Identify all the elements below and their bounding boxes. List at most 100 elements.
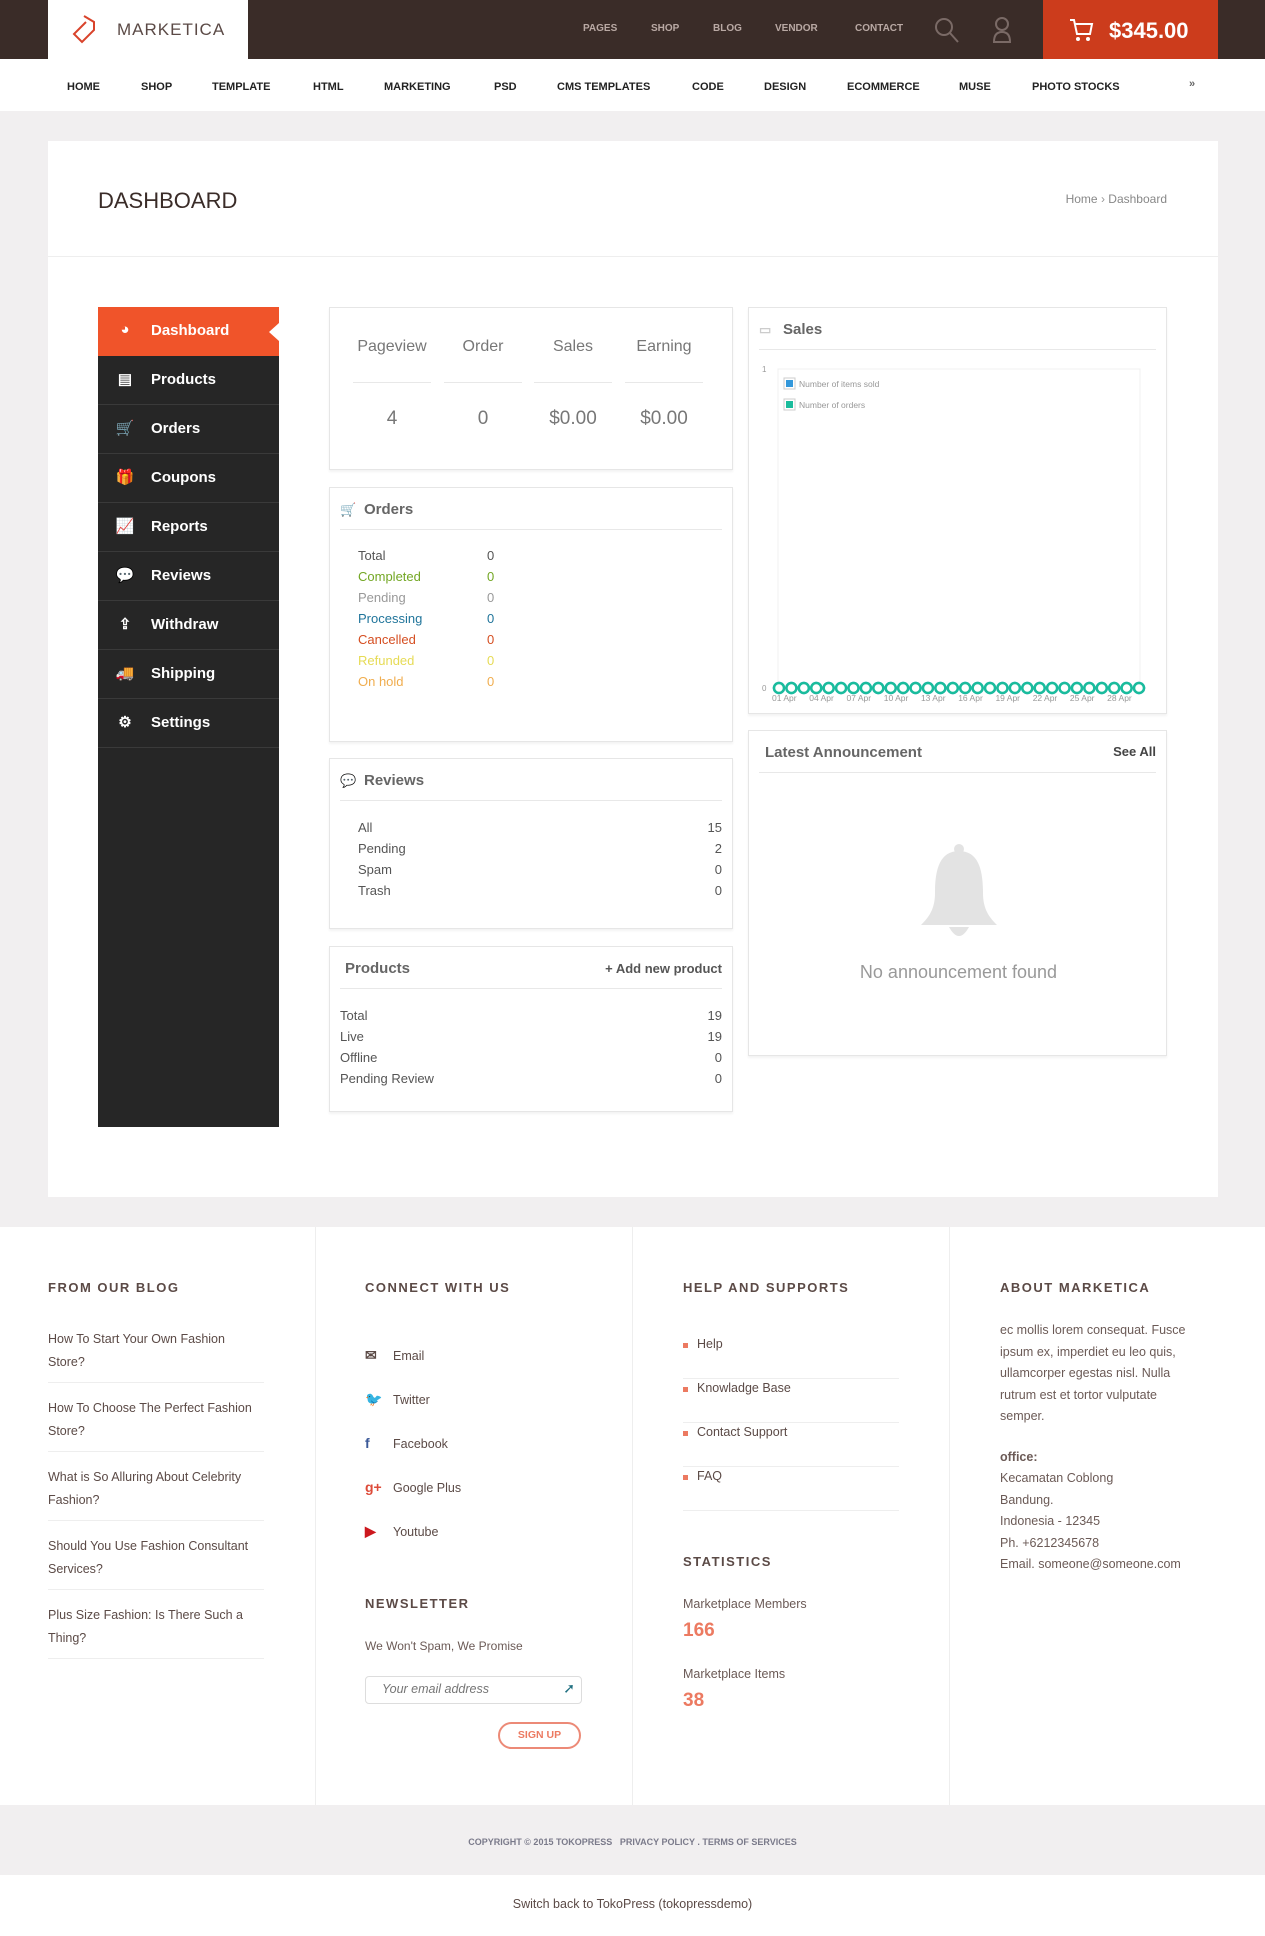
product-filter-total[interactable]: Total — [340, 1008, 368, 1023]
nav-ecommerce[interactable]: ECOMMERCE — [847, 81, 920, 93]
order-status-processing[interactable]: Processing — [358, 611, 423, 626]
order-status-completed[interactable]: Completed — [358, 569, 421, 584]
nav-shop[interactable]: SHOP — [141, 81, 173, 93]
review-filter-spam[interactable]: Spam — [358, 862, 392, 877]
stat-members-value: 166 — [683, 1620, 715, 1641]
sign-up-button[interactable]: SIGN UP — [498, 1722, 581, 1749]
stat-label: Earning — [636, 338, 692, 355]
sidebar-item-reviews[interactable]: 💬 Reviews — [98, 552, 279, 601]
data-point — [785, 681, 798, 695]
sidebar-item-coupons[interactable]: 🎁 Coupons — [98, 454, 279, 503]
sidebar-item-withdraw[interactable]: ⇪ Withdraw — [98, 601, 279, 650]
blog-post-link[interactable]: How To Choose The Perfect Fashion Store? — [48, 1397, 264, 1452]
data-point — [934, 681, 947, 695]
blog-post-link[interactable]: Should You Use Fashion Consultant Servic… — [48, 1535, 264, 1590]
sidebar-item-products[interactable]: ▤ Products — [98, 356, 279, 405]
order-status-refunded[interactable]: Refunded — [358, 653, 415, 668]
review-filter-trash[interactable]: Trash — [358, 883, 391, 898]
order-count: 0 — [487, 590, 495, 605]
x-tick-label: 19 Apr — [995, 693, 1020, 703]
help-link[interactable]: Knowladge Base — [683, 1379, 899, 1423]
sidebar-item-label: Dashboard — [151, 322, 230, 339]
help-link[interactable]: Contact Support — [683, 1423, 899, 1467]
nav-photo-stocks[interactable]: PHOTO STOCKS — [1032, 81, 1120, 93]
top-link-vendor[interactable]: VENDOR — [775, 23, 818, 34]
see-all-link[interactable]: See All — [1113, 744, 1156, 759]
nav-design[interactable]: DESIGN — [764, 81, 807, 93]
add-new-product-link[interactable]: + Add new product — [605, 961, 722, 976]
blog-post-link[interactable]: Plus Size Fashion: Is There Such a Thing… — [48, 1604, 264, 1659]
data-point — [958, 681, 972, 695]
product-filter-live[interactable]: Live — [340, 1029, 364, 1044]
nav-code[interactable]: CODE — [692, 81, 724, 93]
help-link[interactable]: FAQ — [683, 1467, 899, 1511]
search-icon[interactable] — [934, 16, 960, 44]
sidebar-item-dashboard[interactable]: ◕ Dashboard — [98, 307, 279, 356]
product-count: 0 — [714, 1050, 722, 1065]
order-status-pending[interactable]: Pending — [358, 590, 406, 605]
about-text: ec mollis lorem consequat. Fusce ipsum e… — [1000, 1323, 1186, 1423]
sidebar-item-shipping[interactable]: 🚚 Shipping — [98, 650, 279, 699]
about-heading: ABOUT MARKETICA — [1000, 1280, 1151, 1295]
help-link-label: Contact Support — [697, 1425, 788, 1439]
stat-items-label: Marketplace Items — [683, 1667, 786, 1681]
nav-home[interactable]: HOME — [67, 81, 100, 93]
nav-marketing[interactable]: MARKETING — [384, 81, 451, 93]
top-link-pages[interactable]: PAGES — [583, 23, 618, 34]
social-link-google-plus[interactable]: g+ Google Plus — [365, 1479, 461, 1495]
review-filter-pending[interactable]: Pending — [358, 841, 406, 856]
social-label: Twitter — [393, 1393, 430, 1407]
y-tick-label: 1 — [762, 365, 767, 374]
blog-post-link[interactable]: What is So Alluring About Celebrity Fash… — [48, 1466, 264, 1521]
blog-post-link[interactable]: How To Start Your Own Fashion Store? — [48, 1328, 264, 1383]
nav-html[interactable]: HTML — [313, 81, 344, 93]
newsletter-email-field[interactable]: ➚ — [365, 1676, 582, 1704]
order-status-cancelled[interactable]: Cancelled — [358, 632, 416, 647]
stat-value: $0.00 — [549, 408, 597, 429]
top-link-blog[interactable]: BLOG — [713, 23, 742, 34]
send-arrow-icon[interactable]: ➚ — [563, 1680, 575, 1696]
nav-psd[interactable]: PSD — [494, 81, 517, 93]
truck-icon: 🚚 — [115, 665, 135, 682]
social-link-youtube[interactable]: ▶ Youtube — [365, 1523, 438, 1540]
social-link-email[interactable]: ✉ Email — [365, 1347, 424, 1364]
help-heading: HELP AND SUPPORTS — [683, 1280, 850, 1295]
help-link[interactable]: Help — [683, 1335, 899, 1379]
logo[interactable]: MARKETICA — [48, 0, 248, 59]
stat-items-value: 38 — [683, 1690, 705, 1711]
x-tick-label: 28 Apr — [1107, 693, 1132, 703]
top-link-shop[interactable]: SHOP — [651, 23, 680, 34]
policy-links[interactable]: PRIVACY POLICY . TERMS OF SERVICES — [619, 1837, 797, 1847]
switch-back-link[interactable]: Switch back to TokoPress (tokopressdemo) — [512, 1897, 753, 1911]
review-filter-all[interactable]: All — [358, 820, 373, 835]
connect-heading: CONNECT WITH US — [365, 1280, 511, 1295]
order-status-on-hold[interactable]: On hold — [358, 674, 404, 689]
nav-muse[interactable]: MUSE — [959, 81, 991, 93]
social-link-facebook[interactable]: f Facebook — [365, 1435, 448, 1451]
data-point — [1045, 681, 1059, 695]
breadcrumb-home[interactable]: Home — [1065, 192, 1098, 206]
gear-icon: ⚙ — [118, 714, 132, 731]
order-status-total[interactable]: Total — [358, 548, 386, 563]
data-point — [1033, 681, 1046, 695]
orders-header: 🛒 Orders — [340, 488, 722, 530]
data-point — [983, 681, 997, 695]
product-filter-pending-review[interactable]: Pending Review — [340, 1071, 434, 1086]
nav-more-chevron-icon[interactable]: » — [1189, 78, 1196, 90]
sidebar-item-orders[interactable]: 🛒 Orders — [98, 405, 279, 454]
user-icon[interactable] — [990, 15, 1014, 45]
data-point — [1021, 681, 1034, 695]
cart-button[interactable]: $345.00 — [1043, 0, 1218, 59]
stat-divider — [353, 382, 431, 383]
sales-title: Sales — [783, 321, 823, 338]
nav-template[interactable]: TEMPLATE — [212, 81, 271, 93]
social-link-twitter[interactable]: 🐦 Twitter — [365, 1391, 430, 1408]
product-filter-offline[interactable]: Offline — [340, 1050, 378, 1065]
sidebar-item-reports[interactable]: 📈 Reports — [98, 503, 279, 552]
legend-swatch — [786, 401, 793, 408]
stat-divider — [625, 382, 703, 383]
nav-cms-templates[interactable]: CMS TEMPLATES — [557, 81, 651, 93]
top-link-contact[interactable]: CONTACT — [855, 23, 904, 34]
sidebar-item-settings[interactable]: ⚙ Settings — [98, 699, 279, 748]
newsletter-email-input[interactable] — [382, 1682, 552, 1696]
